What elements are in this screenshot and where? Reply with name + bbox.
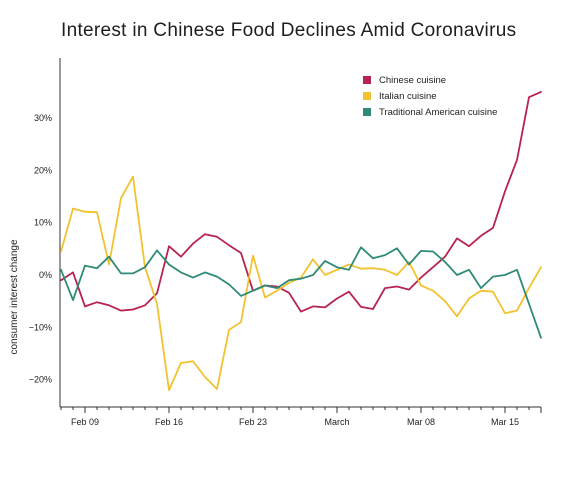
y-tick-label: −10% <box>29 322 52 332</box>
x-tick-label: Mar 15 <box>491 417 519 427</box>
y-tick-label: 20% <box>34 165 52 175</box>
y-axis-label: consumer interest change <box>9 239 20 355</box>
legend-swatch <box>363 76 371 84</box>
series-line-italian-cuisine <box>60 175 542 392</box>
y-tick-label: −20% <box>29 375 52 385</box>
x-tick-label: March <box>324 417 349 427</box>
series-line-traditional-american-cuisine <box>60 246 542 339</box>
legend-swatch <box>363 108 371 116</box>
axes: −20% −10% 0% 10% 20% 30% Feb 09 Feb 16 Feb 23 Mar… <box>29 58 542 427</box>
x-tick-label: Feb 09 <box>71 417 99 427</box>
legend-label: Italian cuisine <box>379 91 437 102</box>
legend-label: Traditional American cuisine <box>379 107 497 118</box>
x-tick-label: Feb 16 <box>155 417 183 427</box>
y-tick-label: 30% <box>34 113 52 123</box>
y-tick-label: 10% <box>34 218 52 228</box>
legend-swatch <box>363 92 371 100</box>
series-layer <box>60 91 542 392</box>
x-tick-label: Feb 23 <box>239 417 267 427</box>
legend: Chinese cuisine Italian cuisine Traditiona… <box>363 75 497 118</box>
series-line-chinese-cuisine <box>60 91 542 313</box>
x-tick-label: Mar 08 <box>407 417 435 427</box>
legend-label: Chinese cuisine <box>379 75 446 86</box>
y-tick-label: 0% <box>39 270 52 280</box>
chart-title: Interest in Chinese Food Declines Amid C… <box>61 20 516 41</box>
